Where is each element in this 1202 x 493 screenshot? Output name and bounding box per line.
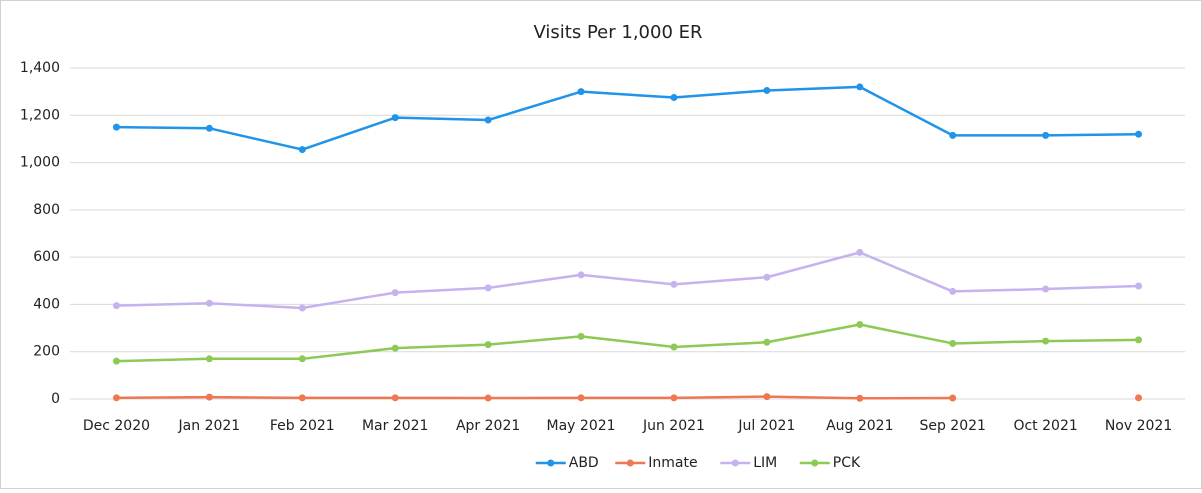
- series-line: [116, 251, 1139, 310]
- point: [856, 394, 864, 402]
- y-tick-label: 600: [33, 249, 60, 265]
- point: [949, 394, 957, 402]
- x-tick-label: May 2021: [547, 418, 616, 434]
- point: [577, 332, 585, 340]
- legend-label: LIM: [753, 455, 777, 471]
- y-tick-label: 1,200: [20, 107, 60, 123]
- point: [112, 302, 120, 310]
- x-tick-label: Aug 2021: [826, 418, 893, 434]
- point: [577, 394, 585, 402]
- legend-marker: [811, 459, 819, 467]
- x-tick-label: Nov 2021: [1105, 418, 1172, 434]
- point: [763, 393, 771, 401]
- y-tick-label: 400: [33, 296, 60, 312]
- x-tick-label: Mar 2021: [362, 418, 429, 434]
- legend-label: PCK: [833, 455, 861, 471]
- series-line: [116, 85, 1139, 151]
- point: [763, 86, 771, 94]
- x-tick-label: Oct 2021: [1013, 418, 1077, 434]
- point: [391, 114, 399, 122]
- point: [1042, 337, 1050, 345]
- x-tick-label: Dec 2020: [83, 418, 150, 434]
- point: [670, 94, 678, 102]
- point: [205, 355, 213, 363]
- point: [205, 124, 213, 132]
- x-tick-label: Feb 2021: [270, 418, 335, 434]
- x-tick-label: Jul 2021: [737, 418, 795, 434]
- x-tick-label: Sep 2021: [919, 418, 985, 434]
- y-tick-label: 1,000: [20, 155, 60, 171]
- point: [949, 287, 957, 295]
- point: [298, 304, 306, 312]
- point: [112, 123, 120, 131]
- point: [949, 339, 957, 347]
- point: [484, 341, 492, 349]
- series-line: [116, 323, 1139, 363]
- y-tick-label: 0: [51, 391, 60, 407]
- point: [577, 271, 585, 279]
- point: [112, 394, 120, 402]
- legend-label: Inmate: [648, 455, 697, 471]
- point: [205, 299, 213, 307]
- point: [484, 394, 492, 402]
- point: [391, 394, 399, 402]
- point: [1135, 336, 1143, 344]
- y-tick-label: 1,400: [20, 60, 60, 76]
- point: [670, 343, 678, 351]
- point: [670, 394, 678, 402]
- point: [1135, 282, 1143, 290]
- point: [577, 88, 585, 96]
- point: [949, 131, 957, 139]
- point: [391, 344, 399, 352]
- point: [298, 355, 306, 363]
- point: [763, 273, 771, 281]
- point: [484, 284, 492, 292]
- point: [298, 394, 306, 402]
- point: [298, 146, 306, 154]
- legend-marker: [547, 459, 555, 467]
- point: [112, 357, 120, 365]
- point: [1135, 130, 1143, 138]
- point: [205, 393, 213, 401]
- point: [856, 248, 864, 256]
- y-tick-label: 200: [33, 344, 60, 360]
- point: [1135, 394, 1143, 402]
- legend-marker: [626, 459, 634, 467]
- point: [856, 321, 864, 329]
- point: [763, 338, 771, 346]
- point: [1042, 285, 1050, 293]
- legend-marker: [731, 459, 739, 467]
- point: [856, 83, 864, 91]
- x-tick-label: Jun 2021: [642, 418, 705, 434]
- chart-title: Visits Per 1,000 ER: [534, 22, 703, 43]
- x-tick-label: Jan 2021: [178, 418, 241, 434]
- point: [1042, 131, 1050, 139]
- y-tick-label: 800: [33, 202, 60, 218]
- point: [670, 280, 678, 288]
- legend-label: ABD: [569, 455, 599, 471]
- x-tick-label: Apr 2021: [456, 418, 520, 434]
- point: [484, 116, 492, 124]
- point: [391, 289, 399, 297]
